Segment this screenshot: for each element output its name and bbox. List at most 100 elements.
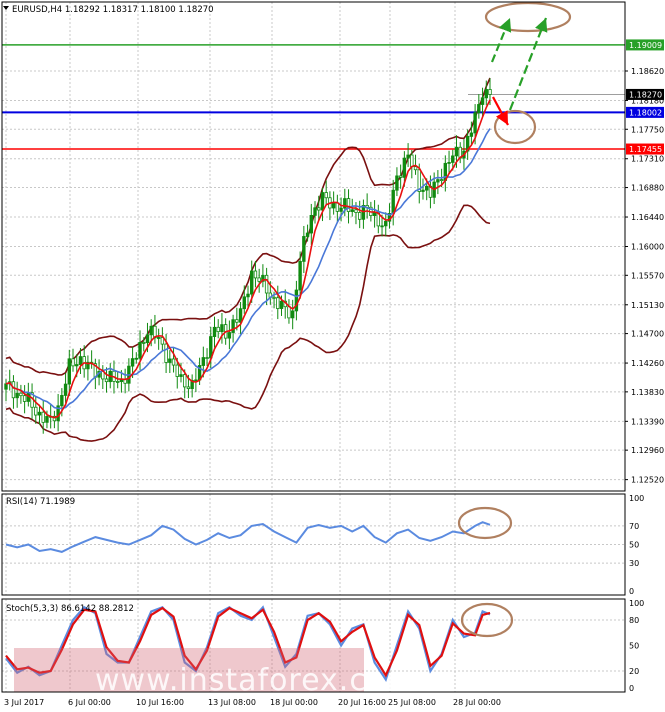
candle-body bbox=[15, 392, 19, 399]
candle-body bbox=[37, 411, 42, 416]
candle-body bbox=[346, 198, 351, 212]
candle-body bbox=[331, 202, 336, 209]
price-panel-layer bbox=[4, 77, 492, 442]
candle-body bbox=[130, 358, 135, 367]
grid-layer bbox=[2, 2, 625, 692]
stoch-axis-label: 80 bbox=[629, 616, 639, 625]
candle-body bbox=[231, 319, 235, 333]
rsi-axis-label: 100 bbox=[629, 494, 644, 503]
rsi-axis-label: 30 bbox=[629, 559, 639, 568]
candle-body bbox=[384, 220, 388, 227]
candle-body bbox=[115, 381, 120, 383]
candle-body bbox=[45, 416, 49, 423]
header-dropdown-icon[interactable] bbox=[3, 6, 9, 10]
candle-body bbox=[313, 207, 317, 216]
price-axis-label: 1.12520 bbox=[631, 476, 664, 485]
bollinger-lower-line bbox=[5, 204, 491, 442]
watermark-text: www.instaforex.com bbox=[95, 663, 416, 698]
candle-body bbox=[309, 215, 313, 234]
candle-body bbox=[11, 381, 16, 399]
candle-body bbox=[60, 395, 64, 407]
candle-body bbox=[480, 97, 485, 105]
candle-body bbox=[272, 296, 276, 299]
candle-body bbox=[294, 289, 299, 312]
annotation-layer bbox=[457, 1, 572, 638]
rsi-axis-label: 50 bbox=[629, 541, 639, 550]
candle-body bbox=[406, 154, 410, 159]
candle-body bbox=[250, 270, 254, 295]
candle-body bbox=[317, 207, 321, 211]
candle-body bbox=[235, 319, 239, 323]
rsi-panel-layer bbox=[2, 521, 625, 564]
support-zone-ellipse bbox=[493, 109, 537, 145]
candle-body bbox=[75, 364, 79, 367]
candle-body bbox=[86, 361, 90, 370]
stoch-signal-line bbox=[5, 606, 491, 678]
price-axis-label: 1.13390 bbox=[631, 417, 664, 426]
candle-body bbox=[287, 306, 291, 319]
price-axis-label: 1.18620 bbox=[631, 67, 664, 76]
candle-body bbox=[305, 232, 310, 237]
price-axis-label: 1.16440 bbox=[631, 213, 664, 222]
candle-body bbox=[324, 192, 328, 199]
candle-body bbox=[183, 374, 187, 388]
candle-body bbox=[421, 189, 425, 192]
support-price-label: 1.17455 bbox=[629, 145, 662, 154]
candle-body bbox=[447, 162, 451, 164]
candle-body bbox=[201, 357, 206, 366]
candle-body bbox=[395, 175, 399, 191]
candle-body bbox=[149, 325, 153, 336]
target-price-label: 1.19009 bbox=[629, 41, 662, 50]
current-price-badge bbox=[626, 88, 664, 100]
candle-body bbox=[436, 179, 440, 183]
candle-body bbox=[4, 383, 8, 390]
candle-body bbox=[264, 274, 269, 294]
fast-ma-line bbox=[5, 99, 491, 419]
time-axis-label: 20 Jul 16:00 bbox=[338, 698, 386, 707]
price-axis-label: 1.15570 bbox=[631, 271, 664, 280]
candle-body bbox=[145, 334, 150, 344]
candle-body bbox=[138, 341, 142, 359]
price-axis-label: 1.14260 bbox=[631, 359, 664, 368]
time-axis-label: 13 Jul 08:00 bbox=[208, 698, 256, 707]
rsi-line bbox=[5, 521, 491, 553]
candle-body bbox=[279, 300, 284, 309]
price-axis-label: 1.15130 bbox=[631, 301, 664, 310]
candle-body bbox=[205, 357, 209, 359]
stoch-highlight-ellipse bbox=[460, 602, 514, 638]
candle-body bbox=[302, 236, 306, 262]
price-axis-label: 1.16000 bbox=[631, 243, 664, 252]
candle-body bbox=[290, 310, 295, 319]
candle-body bbox=[156, 337, 161, 339]
candle-body bbox=[227, 332, 232, 339]
stoch-axis-label: 0 bbox=[629, 684, 634, 693]
candle-body bbox=[220, 324, 224, 333]
bull-arrow-2 bbox=[508, 17, 548, 111]
stoch-panel-frame bbox=[1, 598, 626, 693]
candle-body bbox=[253, 270, 258, 279]
candle-body bbox=[171, 358, 176, 366]
candle-body bbox=[343, 198, 347, 209]
candle-body bbox=[246, 293, 250, 298]
candle-body bbox=[164, 343, 168, 363]
price-axis-label: 1.12960 bbox=[631, 446, 664, 455]
candle-body bbox=[357, 212, 362, 220]
candle-body bbox=[473, 112, 477, 134]
time-axis-label: 3 Jul 2017 bbox=[4, 698, 44, 707]
candle-body bbox=[488, 89, 492, 95]
pivot-price-badge bbox=[626, 106, 664, 118]
candle-body bbox=[454, 146, 459, 157]
stoch-axis-label: 20 bbox=[629, 667, 639, 676]
symbol-header: EURUSD,H4 1.18292 1.18317 1.18100 1.1827… bbox=[12, 5, 214, 15]
price-axis-label: 1.17310 bbox=[631, 155, 664, 164]
price-axis-label: 1.14700 bbox=[631, 330, 664, 339]
axis-labels-layer: 1.18620 1.18180 1.17750 1.17310 1.16880 1.164… bbox=[625, 67, 664, 693]
candle-body bbox=[175, 364, 179, 377]
candle-body bbox=[179, 374, 183, 377]
candle-body bbox=[276, 297, 280, 309]
bull-arrow-1 bbox=[490, 17, 512, 63]
candle-body bbox=[134, 357, 139, 360]
rsi-axis-label: 0 bbox=[629, 587, 634, 596]
x-axis-labels: 3 Jul 2017 6 Jul 00:00 10 Jul 16:00 13 Jul … bbox=[4, 698, 501, 707]
